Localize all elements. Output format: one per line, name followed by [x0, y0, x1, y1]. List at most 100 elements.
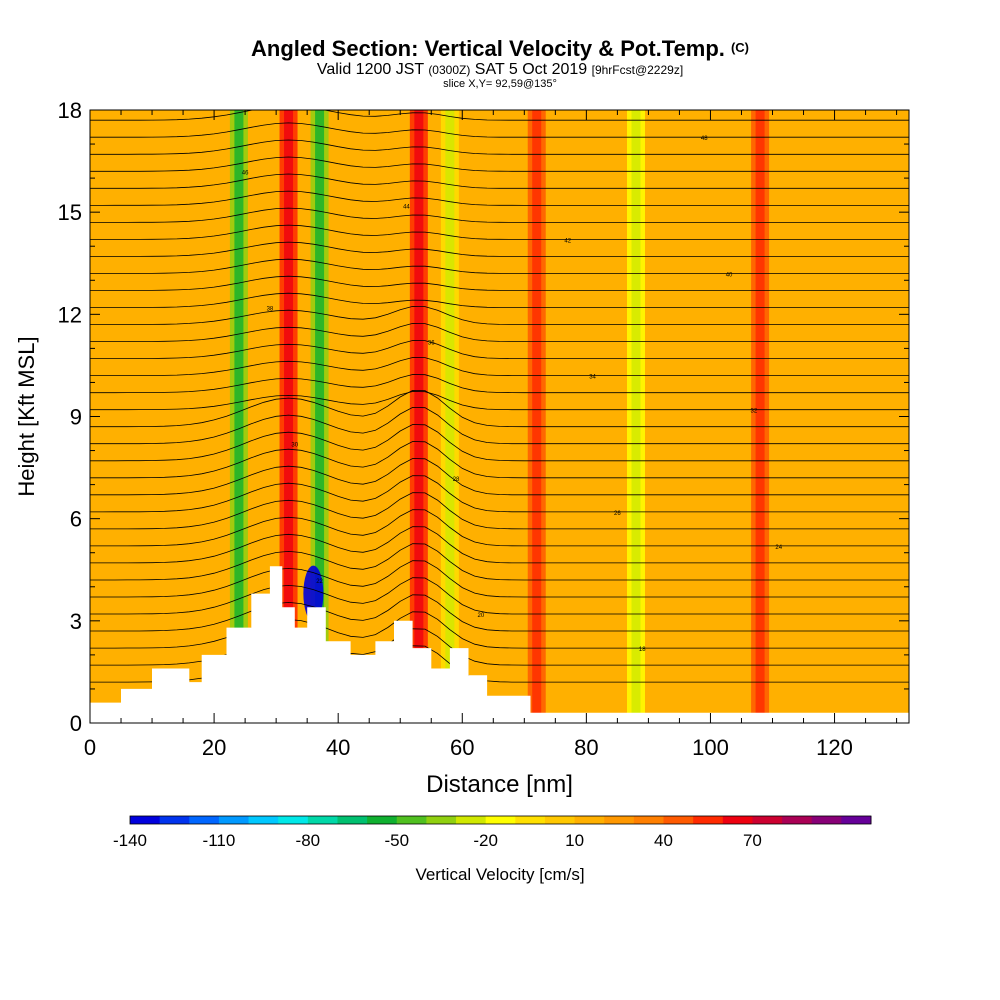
potential-temperature-contours [90, 110, 909, 683]
colorbar-swatch [396, 816, 427, 824]
colorbar-swatch [722, 816, 753, 824]
contour-label: 30 [291, 443, 298, 449]
colorbar-swatch [663, 816, 694, 824]
velocity-band-core [755, 110, 765, 723]
isotherm-line [90, 241, 909, 257]
colorbar-swatch [307, 816, 338, 824]
contour-label: 48 [701, 136, 708, 142]
isotherm-line [90, 340, 909, 359]
x-tick-label: 20 [202, 735, 226, 760]
colorbar-tick-label: 40 [654, 831, 673, 850]
subtitle-valid: Valid 1200 JST [316, 61, 424, 78]
isotherm-line [90, 406, 909, 445]
colorbar-swatch [189, 816, 220, 824]
isotherm-line [90, 207, 909, 223]
contour-label: 18 [639, 647, 646, 653]
chart-title: Angled Section: Vertical Velocity & Pot.… [0, 36, 1000, 62]
x-tick-label: 60 [450, 735, 474, 760]
velocity-bands [229, 110, 770, 723]
isotherm-line [90, 258, 909, 274]
colorbar-swatch [752, 816, 783, 824]
contour-label: 36 [428, 341, 435, 347]
contour-label: 38 [267, 307, 274, 313]
isotherm-line [90, 139, 909, 155]
subtitle-date: SAT 5 Oct 2019 [474, 61, 588, 78]
velocity-band-core [631, 110, 641, 723]
colorbar-tick-label: 10 [565, 831, 584, 850]
y-tick-label: 15 [58, 200, 82, 225]
colorbar-swatch [782, 816, 813, 824]
contour-label: 32 [751, 409, 758, 415]
colorbar-tick-label: -50 [384, 831, 409, 850]
colorbar-swatch [841, 816, 872, 824]
contour-label: 24 [775, 545, 782, 551]
contour-label: 26 [614, 511, 621, 517]
colorbar-swatch [248, 816, 279, 824]
slice-info: slice X,Y= 92,59@135° [443, 78, 557, 90]
colorbar-swatch [693, 816, 724, 824]
subtitle-utc: (0300Z) [428, 63, 471, 77]
chart-title-text: Angled Section: Vertical Velocity & Pot.… [251, 36, 725, 61]
x-tick-label: 40 [326, 735, 350, 760]
colorbar-tick-label: -80 [296, 831, 321, 850]
colorbar-swatch [130, 816, 161, 824]
isotherm-line [90, 424, 909, 462]
chart-subtitle: Valid 1200 JST (0300Z) SAT 5 Oct 2019 [9… [0, 61, 1000, 79]
contour-label: 22 [316, 579, 323, 585]
colorbar-swatch [426, 816, 457, 824]
isotherm-line [90, 275, 909, 291]
contour-label: 44 [403, 204, 410, 210]
velocity-band-core [414, 110, 424, 723]
contour-label: 34 [589, 375, 596, 381]
y-tick-label: 3 [70, 609, 82, 634]
isotherm-line [90, 156, 909, 172]
colorbar-tick-label: -110 [203, 831, 236, 850]
isotherm-line [90, 190, 909, 206]
colorbar-swatch [811, 816, 842, 824]
isotherm-line [90, 122, 909, 138]
isotherm-line [90, 475, 909, 513]
subtitle-forecast: [9hrFcst@2229z] [591, 63, 684, 77]
x-tick-label: 120 [816, 735, 853, 760]
colorbar-swatch [278, 816, 309, 824]
isotherm-line [90, 458, 909, 496]
isotherm-line [90, 292, 909, 308]
velocity-band-core [532, 110, 542, 723]
isotherm-line [90, 441, 909, 479]
isotherm-line [90, 594, 909, 632]
y-tick-label: 0 [70, 711, 82, 736]
isotherm-line [90, 173, 909, 189]
isotherm-line [90, 391, 909, 411]
colorbar-tick-label: -140 [113, 831, 147, 850]
colorbar-swatch [367, 816, 398, 824]
isotherm-line [90, 560, 909, 598]
velocity-band-core [234, 110, 244, 723]
velocity-band-core [284, 110, 294, 723]
terrain [90, 566, 909, 723]
contour-labels: 1618202224262830323436384042444648 [180, 136, 783, 687]
x-axis-label: Distance [nm] [426, 771, 573, 798]
isotherm-line [90, 492, 909, 530]
colorbar-swatch [159, 816, 190, 824]
isotherm-line [90, 577, 909, 615]
colorbar-swatch [218, 816, 250, 824]
colorbar-swatch [604, 816, 635, 824]
colorbar: -140 -110 -80 -50 -20 10 40 70 [113, 815, 872, 850]
contour-label: 28 [453, 477, 460, 483]
isotherm-line [90, 305, 909, 325]
isotherm-line [90, 374, 909, 394]
y-tick-label: 12 [58, 302, 82, 327]
colorbar-swatch [485, 816, 516, 824]
y-tick-label: 18 [58, 98, 82, 123]
isotherm-line [90, 389, 909, 428]
contour-label: 40 [726, 272, 733, 278]
colorbar-swatch [574, 816, 605, 824]
contour-label: 20 [478, 613, 485, 619]
colorbar-swatch [515, 816, 546, 824]
colorbar-swatch [633, 816, 665, 824]
colorbar-swatch [544, 816, 576, 824]
velocity-band-core [315, 110, 325, 723]
colorbar-tick-label: -20 [473, 831, 498, 850]
